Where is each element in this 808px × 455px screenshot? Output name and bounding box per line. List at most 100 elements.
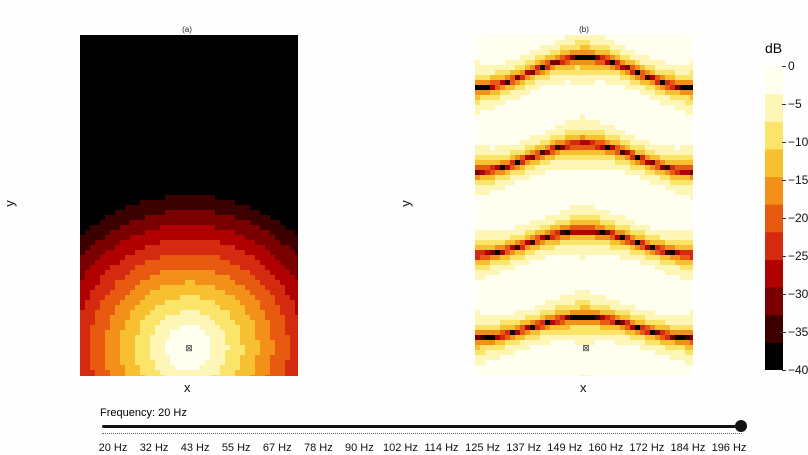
heatmap-cell <box>200 315 205 320</box>
heatmap-cell <box>515 210 520 215</box>
heatmap-cell <box>85 150 90 155</box>
heatmap-panel-a: ⊠ <box>80 35 298 376</box>
heatmap-cell <box>600 55 605 60</box>
heatmap-cell <box>160 35 165 40</box>
heatmap-cell <box>80 145 85 150</box>
heatmap-cell <box>535 225 540 230</box>
heatmap-cell <box>640 160 645 165</box>
heatmap-cell <box>185 295 190 300</box>
heatmap-cell <box>260 245 265 250</box>
heatmap-cell <box>225 255 230 260</box>
heatmap-cell <box>475 170 480 175</box>
heatmap-cell <box>90 160 95 165</box>
heatmap-cell <box>210 330 215 335</box>
heatmap-cell <box>240 315 245 320</box>
heatmap-cell <box>485 135 490 140</box>
heatmap-cell <box>615 230 620 235</box>
heatmap-cell <box>285 35 290 40</box>
heatmap-cell <box>640 35 645 40</box>
heatmap-cell <box>480 130 485 135</box>
heatmap-cell <box>235 295 240 300</box>
heatmap-cell <box>495 140 500 145</box>
heatmap-cell <box>655 225 660 230</box>
heatmap-cell <box>105 190 110 195</box>
heatmap-cell <box>175 190 180 195</box>
heatmap-cell <box>260 215 265 220</box>
heatmap-cell <box>250 125 255 130</box>
heatmap-cell <box>590 235 595 240</box>
heatmap-cell <box>175 80 180 85</box>
heatmap-cell <box>165 165 170 170</box>
heatmap-cell <box>515 150 520 155</box>
heatmap-cell <box>560 35 565 40</box>
heatmap-cell <box>610 80 615 85</box>
heatmap-cell <box>665 195 670 200</box>
heatmap-cell <box>130 95 135 100</box>
heatmap-cell <box>485 100 490 105</box>
heatmap-cell <box>615 50 620 55</box>
heatmap-cell <box>495 115 500 120</box>
heatmap-cell <box>285 180 290 185</box>
heatmap-cell <box>210 250 215 255</box>
heatmap-cell <box>120 115 125 120</box>
heatmap-cell <box>200 200 205 205</box>
heatmap-cell <box>110 45 115 50</box>
heatmap-cell <box>175 130 180 135</box>
heatmap-cell <box>285 310 290 315</box>
heatmap-cell <box>655 120 660 125</box>
heatmap-cell <box>595 210 600 215</box>
heatmap-cell <box>190 265 195 270</box>
heatmap-cell <box>95 135 100 140</box>
heatmap-cell <box>650 65 655 70</box>
heatmap-cell <box>630 170 635 175</box>
heatmap-cell <box>545 210 550 215</box>
heatmap-cell <box>250 230 255 235</box>
heatmap-cell <box>480 240 485 245</box>
heatmap-cell <box>650 200 655 205</box>
heatmap-cell <box>240 305 245 310</box>
heatmap-cell <box>85 325 90 330</box>
heatmap-cell <box>640 240 645 245</box>
heatmap-cell <box>210 230 215 235</box>
heatmap-cell <box>95 200 100 205</box>
heatmap-cell <box>170 180 175 185</box>
heatmap-cell <box>120 235 125 240</box>
heatmap-cell <box>245 190 250 195</box>
heatmap-cell <box>275 275 280 280</box>
heatmap-cell <box>215 35 220 40</box>
heatmap-cell <box>145 220 150 225</box>
heatmap-cell <box>140 160 145 165</box>
heatmap-cell <box>245 245 250 250</box>
heatmap-cell <box>130 355 135 360</box>
heatmap-cell <box>275 200 280 205</box>
heatmap-cell <box>605 80 610 85</box>
heatmap-cell <box>495 210 500 215</box>
heatmap-cell <box>635 180 640 185</box>
heatmap-cell <box>220 350 225 355</box>
heatmap-cell <box>175 215 180 220</box>
heatmap-cell <box>80 235 85 240</box>
heatmap-cell <box>150 35 155 40</box>
heatmap-cell <box>490 200 495 205</box>
panel-a-ylabel: y <box>1 200 17 207</box>
heatmap-cell <box>130 260 135 265</box>
heatmap-cell <box>270 75 275 80</box>
heatmap-cell <box>220 130 225 135</box>
heatmap-cell <box>625 220 630 225</box>
heatmap-cell <box>180 60 185 65</box>
heatmap-cell <box>100 40 105 45</box>
heatmap-cell <box>290 70 295 75</box>
heatmap-cell <box>175 40 180 45</box>
heatmap-cell <box>635 205 640 210</box>
heatmap-cell <box>285 95 290 100</box>
heatmap-cell <box>475 35 480 40</box>
heatmap-cell <box>170 280 175 285</box>
heatmap-cell <box>105 285 110 290</box>
heatmap-cell <box>240 55 245 60</box>
heatmap-cell <box>225 155 230 160</box>
heatmap-cell <box>620 45 625 50</box>
heatmap-cell <box>530 210 535 215</box>
heatmap-cell <box>225 205 230 210</box>
heatmap-cell <box>565 140 570 145</box>
heatmap-cell <box>655 160 660 165</box>
